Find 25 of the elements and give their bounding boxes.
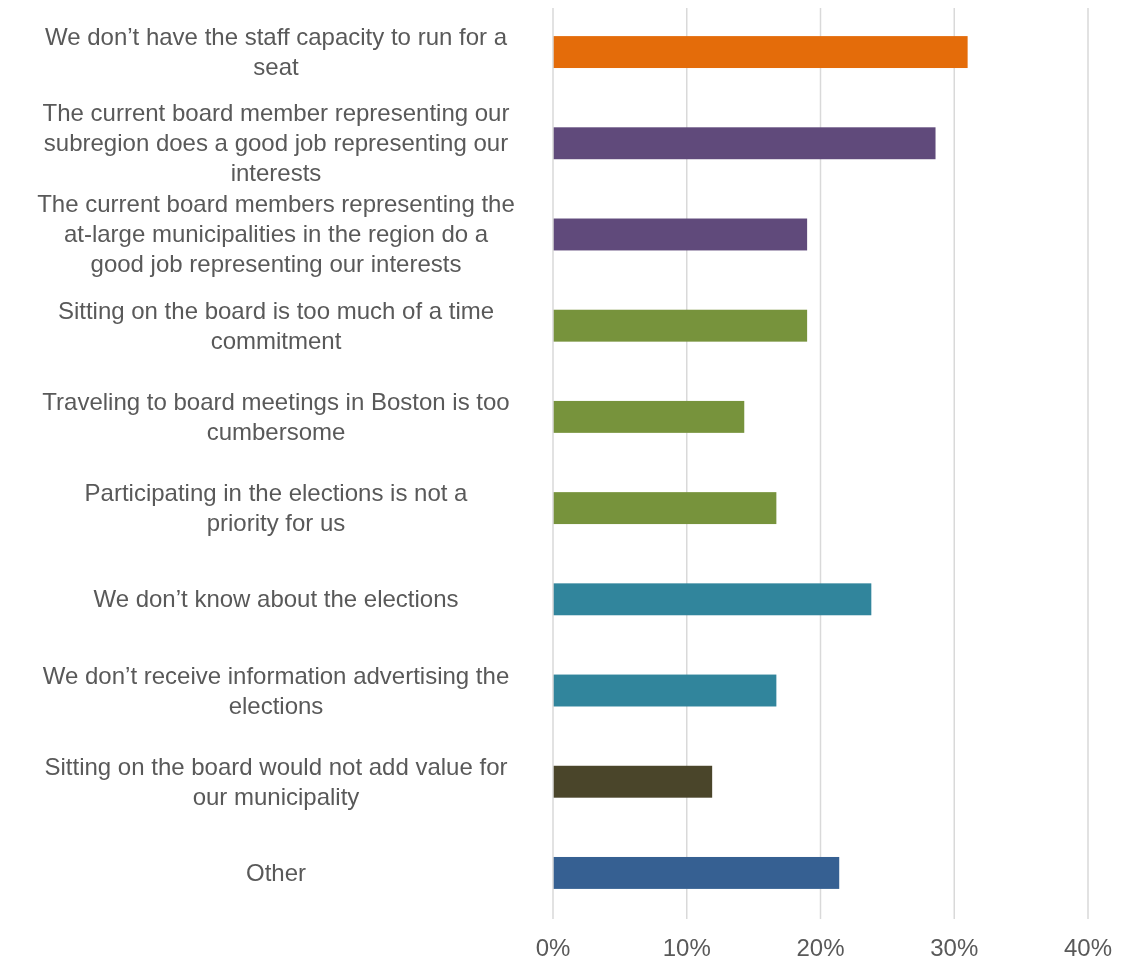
y-tick-label: Participating in the elections is not a priority for us	[84, 479, 469, 537]
x-tick-label: 40%	[1063, 934, 1113, 961]
bar	[553, 127, 936, 160]
y-tick-label: We don’t receive information advertising the elections	[42, 661, 510, 719]
bar	[553, 309, 808, 342]
y-tick-label: Other	[245, 858, 307, 886]
bar	[553, 674, 777, 707]
bar	[553, 218, 808, 251]
y-tick-label: We don’t have the staff capacity to run for a seat	[44, 23, 508, 81]
bar	[553, 400, 745, 433]
y-tick-label: We don’t know about the elections	[93, 585, 459, 613]
x-tick-label: 10%	[662, 934, 711, 961]
y-tick-label: The current board members representing the at-large municipalities in the region do a good job representing our interests	[37, 190, 515, 278]
bar	[553, 583, 872, 616]
bar	[553, 36, 968, 69]
x-tick-label: 0%	[535, 934, 571, 961]
bar	[553, 856, 840, 889]
bar	[553, 492, 777, 525]
x-tick-label: 20%	[796, 934, 845, 961]
x-tick-label: 30%	[930, 934, 979, 961]
y-tick-label: Sitting on the board would not add value for our municipality	[44, 752, 508, 810]
y-tick-label: Traveling to board meetings in Boston is too cumbersome	[42, 387, 510, 445]
bar	[553, 765, 713, 798]
y-tick-label: Sitting on the board is too much of a time commitment	[57, 296, 495, 354]
y-tick-label: The current board member representing our subregion does a good job representing our interests	[42, 99, 510, 187]
